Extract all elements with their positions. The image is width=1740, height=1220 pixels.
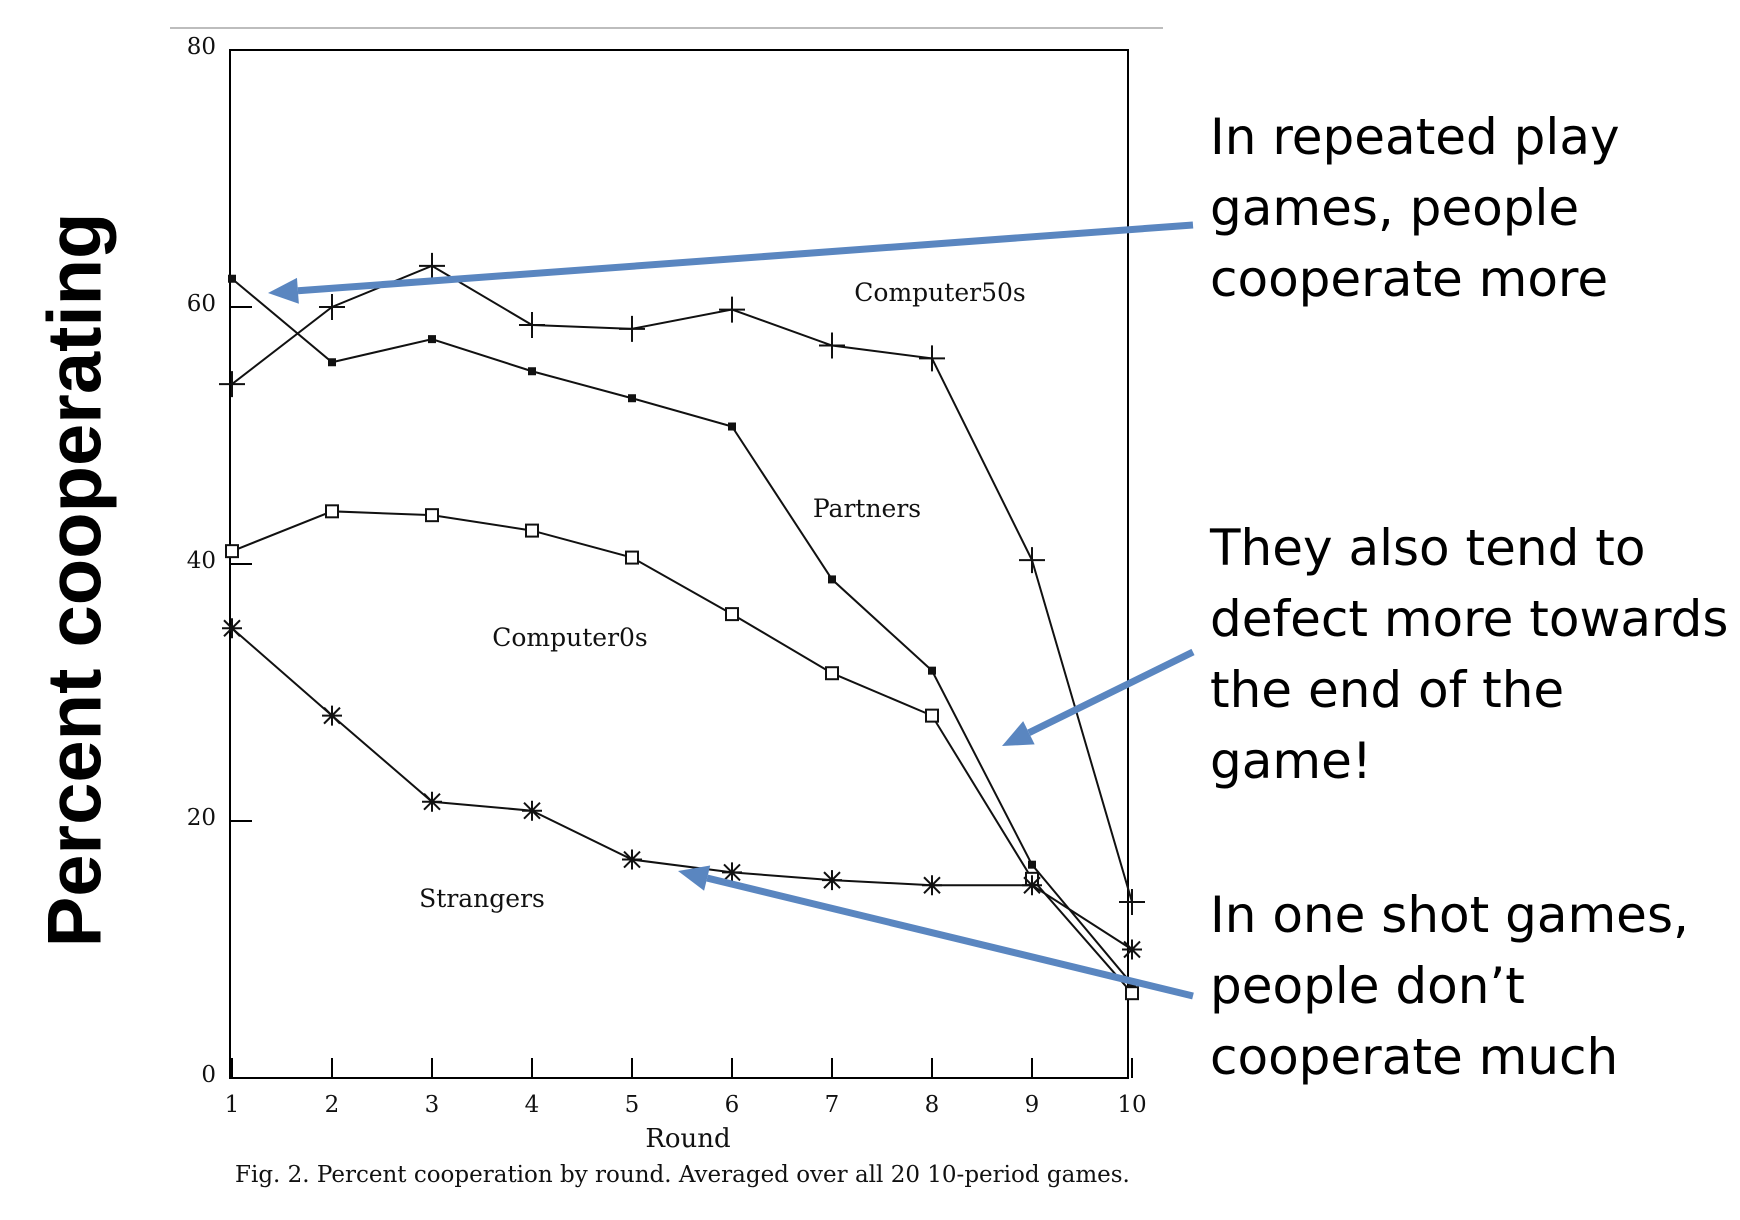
point-strangers <box>822 870 842 891</box>
series-layer <box>219 252 1145 1001</box>
y-tick-label: 80 <box>187 34 216 60</box>
point-computer50s <box>619 315 645 342</box>
x-tick-label: 4 <box>525 1092 540 1118</box>
point-computer0s <box>725 607 739 622</box>
x-tick-label: 7 <box>825 1092 840 1118</box>
series-line-partners <box>231 277 1133 985</box>
series-label-partners: Partners <box>813 494 921 523</box>
point-computer50s <box>1119 888 1145 915</box>
point-strangers <box>222 618 242 639</box>
annotation-defect-end: They also tend to defect more towards th… <box>1210 519 1729 790</box>
annotation-arrows <box>268 221 1195 1000</box>
point-computer0s <box>625 550 639 565</box>
arrow-oneshot-head <box>678 865 711 891</box>
point-strangers <box>922 875 942 896</box>
x-tick-label: 9 <box>1025 1092 1040 1118</box>
point-computer50s <box>219 371 245 398</box>
y-axis: 0 20 40 60 80 <box>187 34 252 1088</box>
x-tick-label: 2 <box>325 1092 340 1118</box>
point-computer50s <box>719 296 745 323</box>
series-labels: Computer50s Partners Computer0s Strangers <box>419 278 1026 913</box>
series-line-computer50s <box>231 264 1133 903</box>
series-label-computer50s: Computer50s <box>854 278 1025 307</box>
point-computer0s <box>825 666 839 681</box>
series-partners <box>228 274 1136 989</box>
x-tick-label: 8 <box>925 1092 940 1118</box>
point-computer0s <box>225 544 239 559</box>
point-strangers <box>322 705 342 726</box>
point-partners <box>528 367 536 376</box>
arrow-repeated <box>268 221 1194 304</box>
series-strangers <box>222 618 1142 960</box>
series-computer0s <box>225 504 1139 1001</box>
point-strangers <box>422 791 442 812</box>
arrow-defect-head <box>1002 721 1035 746</box>
point-computer50s <box>519 311 545 338</box>
figure-caption: Fig. 2. Percent cooperation by round. Av… <box>235 1162 1130 1188</box>
point-partners <box>428 335 436 344</box>
annotation-one-shot: In one shot games, people don’t cooperat… <box>1210 886 1689 1086</box>
y-tick-label: 0 <box>201 1062 216 1088</box>
plot-frame <box>229 49 1129 1079</box>
arrow-defect-shaft <box>1027 648 1195 736</box>
y-tick-label: 20 <box>187 805 216 831</box>
point-computer0s <box>1125 986 1139 1001</box>
point-computer0s <box>925 708 939 723</box>
point-partners <box>828 575 836 584</box>
x-tick-label: 3 <box>425 1092 440 1118</box>
point-partners <box>928 666 936 675</box>
x-tick-label: 5 <box>625 1092 640 1118</box>
x-tick-label: 10 <box>1117 1092 1146 1118</box>
point-strangers <box>1122 939 1142 960</box>
series-line-computer0s <box>231 510 1133 994</box>
arrow-defect <box>1002 648 1195 746</box>
y-tick-label: 60 <box>187 291 216 317</box>
y-tick-label: 40 <box>187 548 216 574</box>
arrow-oneshot-shaft <box>706 874 1194 1000</box>
point-computer50s <box>819 332 845 359</box>
point-partners <box>628 394 636 403</box>
point-computer0s <box>325 504 339 519</box>
point-partners <box>328 358 336 367</box>
arrow-oneshot <box>678 865 1194 1000</box>
point-strangers <box>622 849 642 870</box>
point-partners <box>728 422 736 431</box>
x-axis-label: Round <box>645 1124 730 1154</box>
point-computer0s <box>525 523 539 538</box>
point-partners <box>228 274 236 283</box>
series-line-strangers <box>231 627 1133 951</box>
x-axis: 1 2 3 4 5 6 7 8 9 10 <box>225 1058 1147 1118</box>
annotation-repeated-play: In repeated play games, people cooperate… <box>1210 108 1620 308</box>
point-computer50s <box>319 294 345 320</box>
series-label-computer0s: Computer0s <box>492 623 648 652</box>
point-computer50s <box>1019 547 1045 574</box>
point-strangers <box>722 862 742 883</box>
x-tick-label: 1 <box>225 1092 240 1118</box>
x-tick-label: 6 <box>725 1092 740 1118</box>
series-label-strangers: Strangers <box>419 884 545 913</box>
point-computer50s <box>919 345 945 372</box>
point-computer50s <box>419 252 445 279</box>
arrow-repeated-head <box>268 277 299 304</box>
point-strangers <box>522 800 542 821</box>
point-partners <box>1028 860 1036 869</box>
point-computer0s <box>425 508 439 523</box>
point-strangers <box>1022 875 1042 896</box>
arrow-repeated-shaft <box>297 221 1194 295</box>
